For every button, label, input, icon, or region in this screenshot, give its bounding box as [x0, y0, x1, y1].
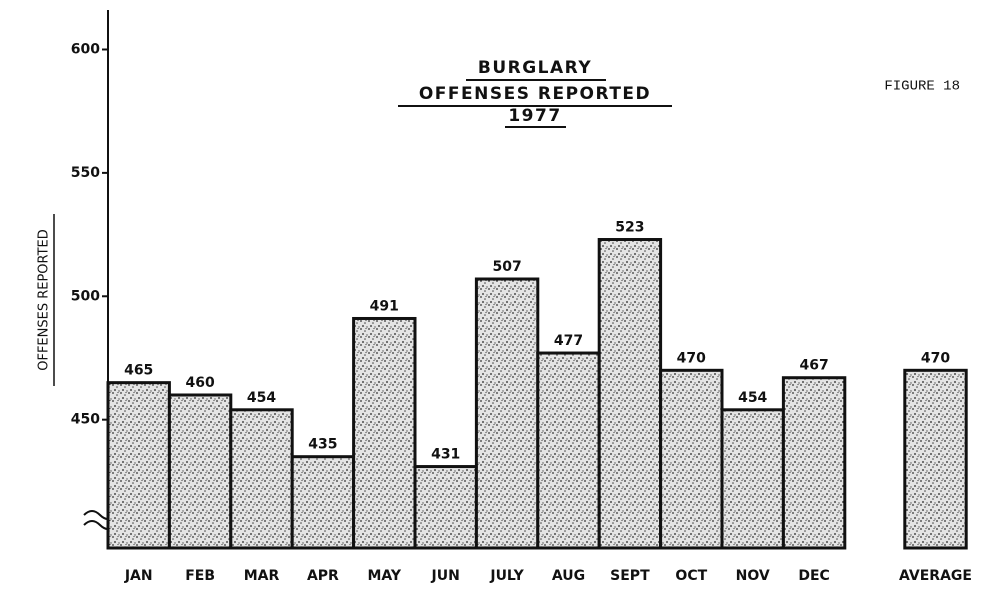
data-label: 491: [370, 298, 399, 314]
bar: [413, 465, 478, 550]
y-tick-label: 550: [71, 165, 100, 181]
bar: [352, 316, 417, 550]
data-label: 477: [554, 333, 583, 349]
y-tick-label: 450: [71, 412, 100, 428]
x-tick-label: JULY: [489, 568, 524, 584]
x-tick-label: DEC: [798, 568, 829, 584]
data-label: 467: [799, 358, 828, 374]
data-label: 470: [921, 350, 950, 366]
bar: [536, 351, 601, 550]
x-tick-label: MAY: [368, 568, 402, 584]
data-label: 470: [677, 350, 706, 366]
chart-title: 1977: [508, 106, 561, 126]
x-tick-label: JAN: [124, 568, 153, 584]
data-label: 435: [308, 437, 337, 453]
y-axis-label: OFFENSES REPORTED: [37, 229, 52, 371]
x-tick-label: OCT: [675, 568, 707, 584]
x-tick-label: SEPT: [610, 568, 650, 584]
y-tick-label: 600: [71, 41, 100, 57]
bar: [167, 393, 233, 550]
data-label: 523: [615, 220, 644, 236]
chart-title: BURGLARY: [478, 58, 592, 78]
bar: [597, 238, 663, 550]
x-tick-label: FEB: [185, 568, 215, 584]
chart-title: OFFENSES REPORTED: [419, 84, 651, 104]
x-tick-label: AUG: [552, 568, 585, 584]
bar: [290, 455, 356, 550]
bar: [474, 277, 540, 550]
data-label: 507: [492, 259, 521, 275]
data-label: 460: [185, 375, 214, 391]
x-tick-label: MAR: [244, 568, 280, 584]
data-label: 431: [431, 447, 460, 463]
annotation: FIGURE 18: [884, 79, 960, 95]
x-tick-label: AVERAGE: [899, 568, 972, 584]
x-tick-label: JUN: [431, 568, 460, 584]
data-label: 454: [247, 390, 276, 406]
data-label: 454: [738, 390, 767, 406]
y-tick-label: 500: [71, 288, 100, 304]
y-label-group: OFFENSES REPORTED: [37, 214, 55, 386]
bar: [659, 368, 724, 550]
x-tick-label: NOV: [736, 568, 770, 584]
bar: [720, 408, 785, 550]
bar: [903, 368, 968, 550]
bar: [229, 408, 294, 550]
bar: [106, 381, 171, 550]
x-tick-label: APR: [307, 568, 339, 584]
bar: [781, 376, 847, 550]
data-label: 465: [124, 363, 153, 379]
